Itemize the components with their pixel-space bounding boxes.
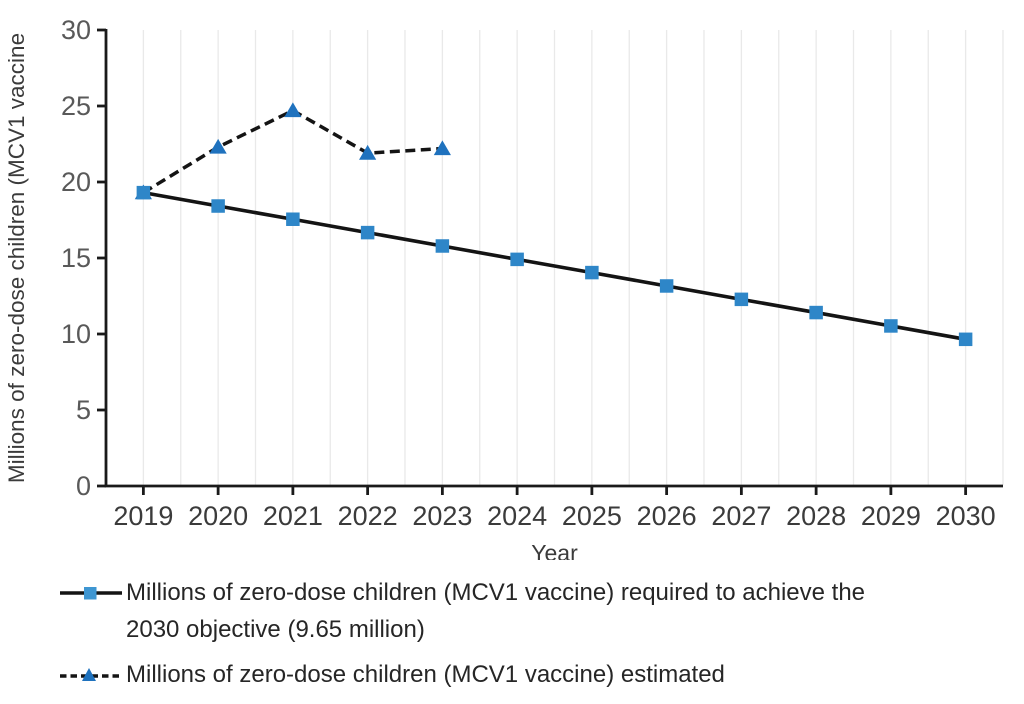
- triangle-marker-icon: [284, 102, 302, 118]
- square-marker-icon: [809, 305, 823, 320]
- y-tick-labels: 0 5 10 15 20 25 30: [61, 15, 91, 501]
- x-tick-labels: 2019 2020 2021 2022 2023 2024 2025 2026 2027 2028…: [113, 501, 995, 531]
- square-marker-icon: [510, 252, 524, 267]
- legend-label-required: Millions of zero-dose children (MCV1 vac…: [126, 574, 865, 648]
- square-marker-icon: [286, 212, 300, 226]
- x-axis-title: Year: [531, 540, 578, 560]
- x-tick-label: 2030: [936, 501, 996, 531]
- square-marker-icon: [659, 279, 674, 293]
- square-marker-icon: [585, 265, 599, 280]
- y-tick-label: 30: [61, 15, 91, 45]
- axes: [97, 28, 1003, 495]
- x-tick-label: 2023: [412, 501, 472, 531]
- x-tick-label: 2027: [711, 501, 771, 531]
- square-marker-icon: [360, 225, 375, 240]
- y-tick-label: 5: [76, 395, 91, 425]
- triangle-marker-icon: [82, 668, 96, 681]
- square-marker-icon: [958, 332, 973, 347]
- legend-sample-estimated-dashed-triangle-icon: [60, 668, 122, 681]
- square-marker-icon: [84, 587, 97, 600]
- x-tick-label: 2029: [861, 501, 921, 531]
- x-tick-label: 2024: [487, 501, 547, 531]
- triangle-marker-icon: [359, 144, 377, 160]
- legend-label-estimated: Millions of zero-dose children (MCV1 vac…: [126, 656, 725, 693]
- x-tick-label: 2022: [338, 501, 398, 531]
- triangle-marker-icon: [433, 140, 451, 156]
- x-tick-label: 2020: [188, 501, 248, 531]
- y-tick-label: 10: [61, 319, 91, 349]
- legend-label-required-line1: Millions of zero-dose children (MCV1 vac…: [126, 579, 866, 606]
- legend-item-required: Millions of zero-dose children (MCV1 vac…: [58, 574, 865, 648]
- gridlines: [142, 30, 1004, 485]
- square-marker-icon: [136, 185, 151, 200]
- x-tick-label: 2025: [562, 501, 622, 531]
- series-required-markers: [136, 185, 973, 347]
- x-tick-label: 2028: [786, 501, 846, 531]
- square-marker-icon: [211, 199, 225, 213]
- y-tick-label: 15: [61, 243, 91, 273]
- square-marker-icon: [435, 239, 450, 253]
- y-axis-title: Millions of zero-dose children (MCV1 vac…: [4, 33, 29, 483]
- y-tick-label: 0: [76, 471, 91, 501]
- x-tick-label: 2026: [637, 501, 697, 531]
- y-tick-label: 20: [61, 167, 91, 197]
- legend-label-required-line2: 2030 objective (9.65 million): [126, 616, 425, 643]
- legend-item-estimated: Millions of zero-dose children (MCV1 vac…: [58, 656, 725, 693]
- legend-sample-required-solid-square-icon: [60, 587, 122, 600]
- x-tick-label: 2021: [263, 501, 323, 531]
- triangle-marker-icon: [209, 138, 227, 154]
- square-marker-icon: [734, 292, 749, 307]
- y-tick-label: 25: [61, 91, 91, 121]
- legend-label-estimated-line1: Millions of zero-dose children (MCV1 vac…: [126, 661, 725, 688]
- series-required-line: [143, 190, 966, 342]
- square-marker-icon: [884, 319, 898, 333]
- x-tick-label: 2019: [113, 501, 173, 531]
